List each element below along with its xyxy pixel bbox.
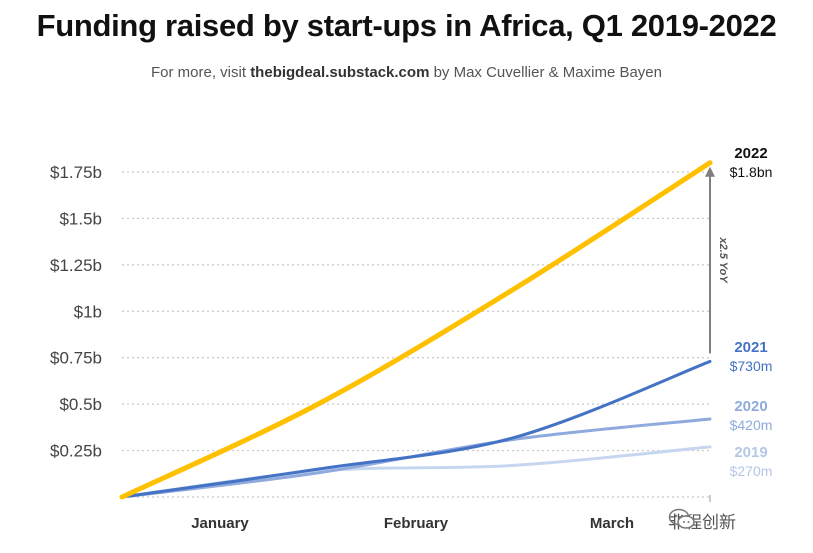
subtitle-suffix: by Max Cuvellier & Maxime Bayen [429, 64, 662, 81]
series-line-2022 [119, 160, 713, 500]
y-tick-label: $1.75b [50, 163, 102, 182]
watermark: 非程创新 [668, 508, 736, 533]
series-year-label: 2021 [734, 339, 767, 356]
chart-title: Funding raised by start-ups in Africa, Q… [36, 8, 777, 43]
y-tick-label: $1.25b [50, 256, 102, 275]
series-value-label: $420m [730, 417, 773, 433]
y-tick-label: $1.5b [59, 209, 102, 228]
growth-annotation: x2.5 YoY [717, 236, 729, 284]
series-value-label: $1.8bn [730, 164, 773, 180]
x-tick-label: February [384, 515, 449, 532]
y-tick-label: $1b [74, 302, 102, 321]
chart-subtitle: For more, visit thebigdeal.substack.com … [0, 64, 813, 81]
y-tick-label: $0.75b [50, 349, 102, 368]
series-year-label: 2022 [734, 145, 767, 162]
series-year-label: 2019 [734, 444, 767, 461]
series-value-label: $270m [730, 463, 773, 479]
growth-arrow-head [705, 166, 715, 177]
x-tick-label: March [590, 515, 634, 532]
series-line-2021 [120, 359, 712, 499]
x-tick-label: January [191, 515, 249, 532]
subtitle-site: thebigdeal.substack.com [250, 64, 430, 81]
subtitle-prefix: For more, visit [151, 64, 251, 81]
y-tick-label: $0.5b [59, 395, 102, 414]
y-tick-label: $0.25b [50, 442, 102, 461]
wechat-icon [668, 508, 695, 529]
series-year-label: 2020 [734, 398, 767, 415]
series-value-label: $730m [730, 358, 773, 374]
